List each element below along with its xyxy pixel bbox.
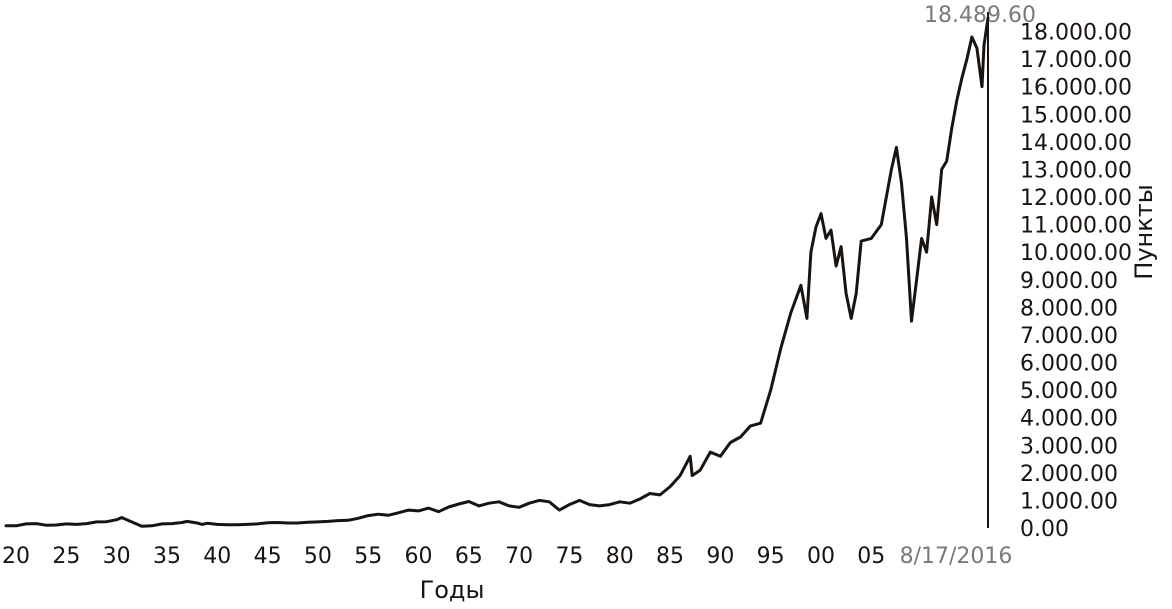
x-tick-label: 05 <box>857 544 885 569</box>
x-tick-label: 70 <box>505 544 533 569</box>
x-tick-label: 75 <box>555 544 583 569</box>
x-tick-label: 30 <box>103 544 131 569</box>
y-tick-label: 9.000.00 <box>1020 269 1118 294</box>
y-tick-label: 7.000.00 <box>1020 324 1118 349</box>
y-tick-label: 13.000.00 <box>1020 158 1132 183</box>
y-tick-label: 17.000.00 <box>1020 48 1132 73</box>
x-axis-title: Годы <box>420 576 485 604</box>
y-tick-label: 10.000.00 <box>1020 241 1132 266</box>
y-axis-title: Пункты <box>1130 184 1158 279</box>
y-tick-label: 6.000.00 <box>1020 352 1118 377</box>
x-tick-label: 35 <box>153 544 181 569</box>
y-tick-label: 18.000.00 <box>1020 21 1132 46</box>
x-tick-label: 50 <box>304 544 332 569</box>
y-tick-label: 4.000.00 <box>1020 407 1118 432</box>
peak-value-label: 18.489.60 <box>924 3 1036 28</box>
x-tick-label: 45 <box>254 544 282 569</box>
y-tick-label: 15.000.00 <box>1020 103 1132 128</box>
y-tick-label: 3.000.00 <box>1020 434 1118 459</box>
y-tick-label: 8.000.00 <box>1020 296 1118 321</box>
x-tick-label: 25 <box>52 544 80 569</box>
end-date-label: 8/17/2016 <box>900 544 1013 569</box>
y-tick-label: 16.000.00 <box>1020 76 1132 101</box>
y-tick-labels: 0.00 1.000.002.000.00 3.000.004.000.00 5.00… <box>1020 21 1132 542</box>
y-tick-label: 2.000.00 <box>1020 462 1118 487</box>
x-tick-label: 55 <box>354 544 382 569</box>
y-tick-label: 12.000.00 <box>1020 186 1132 211</box>
x-tick-label: 95 <box>757 544 785 569</box>
y-tick-label: 11.000.00 <box>1020 214 1132 239</box>
x-tick-label: 65 <box>455 544 483 569</box>
x-tick-label: 80 <box>606 544 634 569</box>
x-tick-label: 85 <box>656 544 684 569</box>
y-tick-label: 5.000.00 <box>1020 379 1118 404</box>
series-line <box>4 16 990 528</box>
x-tick-label: 20 <box>2 544 30 569</box>
x-tick-label: 40 <box>203 544 231 569</box>
y-tick-label: 0.00 <box>1020 517 1069 542</box>
x-tick-label: 00 <box>807 544 835 569</box>
x-tick-label: 60 <box>405 544 433 569</box>
x-tick-labels: 20 25 30 35 40 45 50 55 60 65 70 75 80 85 90 95 00 05 <box>2 544 885 569</box>
x-tick-label: 90 <box>706 544 734 569</box>
y-tick-label: 14.000.00 <box>1020 131 1132 156</box>
y-tick-label: 1.000.00 <box>1020 489 1118 514</box>
